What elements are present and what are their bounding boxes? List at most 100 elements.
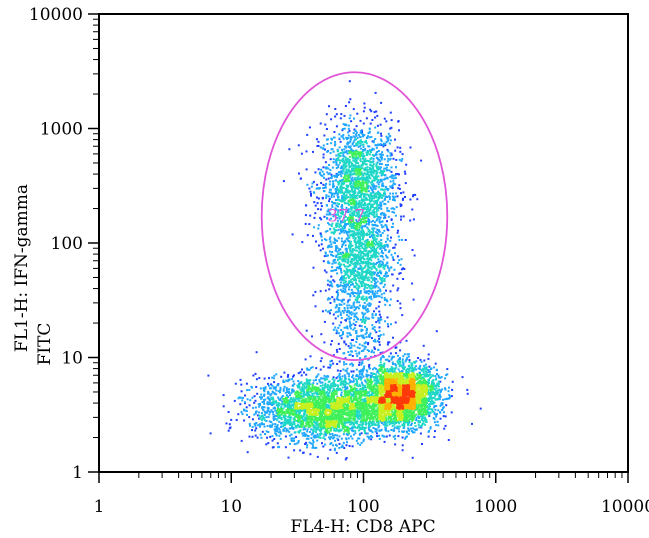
event-dot bbox=[402, 267, 405, 270]
event-dot bbox=[345, 190, 348, 193]
event-dot bbox=[348, 347, 351, 350]
event-dot bbox=[352, 339, 354, 341]
event-dot bbox=[330, 177, 333, 180]
event-dot bbox=[345, 370, 348, 373]
event-dot bbox=[362, 367, 365, 370]
event-dot bbox=[390, 219, 393, 221]
event-dot bbox=[342, 163, 345, 166]
event-dot bbox=[344, 244, 347, 247]
event-dot bbox=[397, 120, 400, 123]
event-dot bbox=[326, 150, 329, 153]
event-dot bbox=[333, 261, 336, 264]
event-dot bbox=[336, 437, 339, 440]
event-dot bbox=[266, 392, 269, 395]
event-dot bbox=[380, 318, 383, 321]
event-dot bbox=[362, 110, 365, 113]
event-dot bbox=[434, 394, 437, 397]
event-dot bbox=[357, 410, 360, 413]
event-dot bbox=[323, 433, 326, 436]
event-dot bbox=[372, 169, 375, 172]
event-dot bbox=[362, 133, 365, 136]
event-dot bbox=[309, 390, 312, 393]
event-dot bbox=[272, 418, 275, 421]
event-dot bbox=[345, 283, 348, 286]
event-dot bbox=[355, 409, 358, 412]
event-dot bbox=[368, 176, 371, 179]
event-dot bbox=[421, 422, 424, 425]
event-dot bbox=[349, 294, 352, 297]
event-dot bbox=[441, 403, 444, 406]
event-dot bbox=[380, 188, 382, 191]
event-dot bbox=[359, 254, 362, 257]
event-dot bbox=[353, 258, 356, 261]
event-dot bbox=[291, 389, 294, 392]
event-dot bbox=[367, 223, 370, 226]
event-dot bbox=[347, 131, 350, 134]
event-dot bbox=[329, 302, 332, 304]
event-dot bbox=[352, 263, 355, 266]
event-dot bbox=[312, 379, 315, 382]
event-dot bbox=[326, 230, 329, 232]
event-dot bbox=[446, 368, 449, 371]
event-dot bbox=[378, 240, 381, 243]
event-dot bbox=[370, 298, 373, 301]
event-dot bbox=[349, 283, 352, 286]
event-dot bbox=[276, 425, 279, 428]
event-dot bbox=[324, 433, 327, 436]
event-dot bbox=[378, 274, 381, 277]
event-dot bbox=[334, 159, 337, 162]
event-dot bbox=[317, 224, 320, 227]
event-dot bbox=[355, 337, 358, 340]
event-dot bbox=[391, 177, 394, 180]
event-dot bbox=[384, 185, 387, 188]
event-dot bbox=[322, 260, 325, 263]
event-dot bbox=[340, 391, 343, 394]
event-dot bbox=[343, 198, 346, 200]
event-dot bbox=[386, 209, 389, 212]
event-dot bbox=[360, 276, 363, 279]
event-dot bbox=[287, 420, 290, 423]
event-dot bbox=[354, 214, 357, 217]
event-dot bbox=[272, 400, 275, 403]
event-dot bbox=[395, 173, 397, 176]
event-dot bbox=[334, 213, 337, 216]
event-dot bbox=[375, 196, 378, 199]
event-dot bbox=[394, 434, 397, 437]
event-dot bbox=[366, 435, 369, 438]
event-dot bbox=[298, 430, 301, 433]
event-dot bbox=[340, 135, 343, 138]
event-dot bbox=[439, 395, 442, 398]
event-dot bbox=[354, 350, 357, 353]
event-dot bbox=[357, 417, 359, 420]
event-dot bbox=[370, 254, 373, 257]
event-dot bbox=[279, 386, 282, 389]
event-dot bbox=[323, 255, 326, 258]
event-dot bbox=[404, 366, 406, 369]
event-dot bbox=[365, 381, 368, 384]
event-dot bbox=[291, 384, 294, 387]
event-dot bbox=[273, 400, 276, 403]
event-dot bbox=[384, 265, 386, 268]
event-dot bbox=[375, 331, 378, 334]
event-dot bbox=[267, 409, 270, 412]
event-dot bbox=[332, 279, 335, 282]
event-dot bbox=[383, 117, 386, 120]
event-dot bbox=[305, 417, 308, 420]
event-dot bbox=[344, 258, 346, 261]
event-dot bbox=[373, 237, 376, 240]
event-dot bbox=[358, 335, 361, 338]
event-dot bbox=[432, 410, 434, 413]
event-dot bbox=[394, 195, 397, 198]
event-dot bbox=[371, 140, 374, 143]
event-dot bbox=[322, 156, 325, 159]
event-dot bbox=[328, 310, 331, 313]
event-dot bbox=[357, 285, 360, 288]
event-dot bbox=[369, 200, 372, 203]
event-dot bbox=[261, 430, 264, 433]
event-dot bbox=[300, 390, 303, 392]
event-dot bbox=[372, 148, 375, 151]
event-dot bbox=[353, 274, 356, 277]
event-dot bbox=[377, 380, 380, 382]
event-dot bbox=[381, 262, 384, 265]
event-dot bbox=[360, 232, 362, 235]
